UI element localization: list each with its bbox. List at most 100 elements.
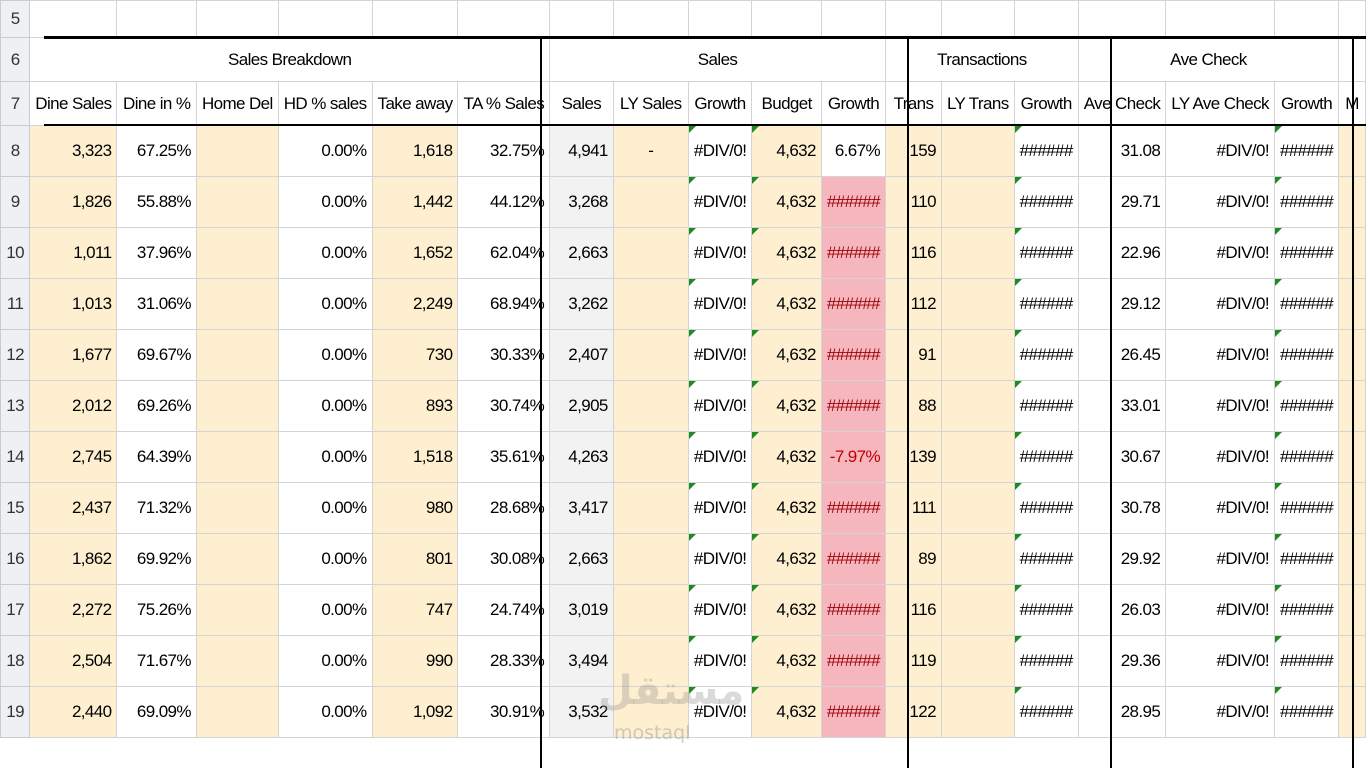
cell-growth[interactable]: #DIV/0! — [687, 686, 753, 738]
cell-dine-pct[interactable]: 64.39% — [116, 431, 197, 483]
cell-ave-check[interactable]: 31.08 — [1077, 125, 1167, 177]
cell[interactable] — [195, 0, 279, 38]
cell-ta-pct[interactable]: 30.08% — [457, 533, 551, 585]
cell[interactable] — [1165, 0, 1275, 38]
cell-ave-check[interactable]: 30.67 — [1077, 431, 1167, 483]
cell-ly-sales[interactable] — [612, 329, 689, 381]
cell-ly-sales[interactable] — [612, 686, 689, 738]
cell-ta-pct[interactable]: 44.12% — [457, 176, 551, 228]
cell-trans-growth[interactable]: ###### — [1013, 533, 1079, 585]
cell-trans-growth[interactable]: ###### — [1013, 431, 1079, 483]
cell-ly-sales[interactable] — [612, 380, 689, 432]
cell-dine-pct[interactable]: 31.06% — [116, 278, 197, 330]
column-header[interactable]: Sales — [549, 81, 614, 126]
cell-dine-pct[interactable]: 67.25% — [116, 125, 197, 177]
cell[interactable] — [612, 0, 689, 38]
cell[interactable] — [885, 0, 942, 38]
cell-trans[interactable]: 139 — [885, 431, 942, 483]
cell[interactable] — [751, 0, 822, 38]
cell-take-away[interactable]: 990 — [371, 635, 459, 687]
cell[interactable] — [1077, 0, 1167, 38]
cell[interactable] — [277, 0, 373, 38]
cell-trans[interactable]: 91 — [885, 329, 942, 381]
cell-ly-trans[interactable] — [940, 227, 1015, 279]
cell-take-away[interactable]: 747 — [371, 584, 459, 636]
row-header[interactable]: 11 — [0, 278, 31, 330]
cell-check-growth[interactable]: ###### — [1273, 329, 1340, 381]
cell-ly-trans[interactable] — [940, 431, 1015, 483]
cell-ly-trans[interactable] — [940, 278, 1015, 330]
cell-home-del[interactable] — [195, 584, 279, 636]
cell-trans-growth[interactable]: ###### — [1013, 176, 1079, 228]
cell-growth[interactable]: #DIV/0! — [687, 380, 753, 432]
cell-take-away[interactable]: 1,518 — [371, 431, 459, 483]
cell[interactable] — [549, 0, 614, 38]
cell-take-away[interactable]: 1,442 — [371, 176, 459, 228]
cell-check-growth[interactable]: ###### — [1273, 635, 1340, 687]
cell-hd-pct[interactable]: 0.00% — [277, 125, 373, 177]
cell-hd-pct[interactable]: 0.00% — [277, 278, 373, 330]
cell-sales[interactable]: 2,663 — [549, 533, 614, 585]
cell-take-away[interactable]: 1,652 — [371, 227, 459, 279]
cell-ly-trans[interactable] — [940, 635, 1015, 687]
cell-home-del[interactable] — [195, 533, 279, 585]
cell-trans[interactable]: 159 — [885, 125, 942, 177]
cell-ly-ave-check[interactable]: #DIV/0! — [1165, 125, 1275, 177]
cell-dine-sales[interactable]: 2,272 — [29, 584, 118, 636]
cell-ly-sales[interactable]: - — [612, 125, 689, 177]
cell-sales[interactable]: 3,494 — [549, 635, 614, 687]
cell-budget[interactable]: 4,632 — [751, 533, 822, 585]
cell-sales[interactable]: 2,407 — [549, 329, 614, 381]
group-sales-breakdown[interactable]: Sales Breakdown — [29, 37, 551, 82]
cell[interactable] — [1338, 0, 1366, 38]
cell-hd-pct[interactable]: 0.00% — [277, 635, 373, 687]
cell-trans[interactable]: 116 — [885, 584, 942, 636]
cell-home-del[interactable] — [195, 125, 279, 177]
cell-budget-growth[interactable]: ###### — [820, 278, 887, 330]
column-header[interactable]: LY Trans — [940, 81, 1015, 126]
row-header[interactable]: 14 — [0, 431, 31, 483]
cell-ave-check[interactable]: 33.01 — [1077, 380, 1167, 432]
cell-dine-sales[interactable]: 1,013 — [29, 278, 118, 330]
cell-dine-sales[interactable]: 2,745 — [29, 431, 118, 483]
column-header[interactable]: Growth — [1273, 81, 1340, 126]
cell-ave-check[interactable]: 26.03 — [1077, 584, 1167, 636]
cell-ly-sales[interactable] — [612, 176, 689, 228]
cell-ly-sales[interactable] — [612, 635, 689, 687]
cell-growth[interactable]: #DIV/0! — [687, 482, 753, 534]
cell-trans[interactable]: 116 — [885, 227, 942, 279]
cell-sales[interactable]: 3,268 — [549, 176, 614, 228]
cell-dine-sales[interactable]: 3,323 — [29, 125, 118, 177]
cell[interactable] — [116, 0, 197, 38]
cell-dine-sales[interactable]: 1,862 — [29, 533, 118, 585]
cell-hd-pct[interactable]: 0.00% — [277, 431, 373, 483]
cell-take-away[interactable]: 2,249 — [371, 278, 459, 330]
cell-ly-trans[interactable] — [940, 584, 1015, 636]
cell-budget[interactable]: 4,632 — [751, 227, 822, 279]
cell-budget-growth[interactable]: ###### — [820, 227, 887, 279]
cell-budget[interactable]: 4,632 — [751, 635, 822, 687]
cell-budget-growth[interactable]: ###### — [820, 584, 887, 636]
cell-home-del[interactable] — [195, 278, 279, 330]
cell-dine-sales[interactable]: 2,437 — [29, 482, 118, 534]
cell-budget-growth[interactable]: ###### — [820, 329, 887, 381]
cell-trans[interactable]: 88 — [885, 380, 942, 432]
cell-ly-ave-check[interactable]: #DIV/0! — [1165, 584, 1275, 636]
row-header[interactable]: 12 — [0, 329, 31, 381]
cell[interactable] — [820, 0, 887, 38]
cell-trans-growth[interactable]: ###### — [1013, 125, 1079, 177]
column-header[interactable]: Dine in % — [116, 81, 197, 126]
cell-dine-pct[interactable]: 69.92% — [116, 533, 197, 585]
column-header[interactable]: Trans — [885, 81, 942, 126]
cell-trans-growth[interactable]: ###### — [1013, 584, 1079, 636]
cell-dine-sales[interactable]: 2,440 — [29, 686, 118, 738]
cell-trans-growth[interactable]: ###### — [1013, 686, 1079, 738]
cell-take-away[interactable]: 1,618 — [371, 125, 459, 177]
cell-ly-sales[interactable] — [612, 431, 689, 483]
cell-hd-pct[interactable]: 0.00% — [277, 533, 373, 585]
cell-sales[interactable]: 3,417 — [549, 482, 614, 534]
cell-dine-sales[interactable]: 1,826 — [29, 176, 118, 228]
cell-growth[interactable]: #DIV/0! — [687, 431, 753, 483]
cell-ly-ave-check[interactable]: #DIV/0! — [1165, 380, 1275, 432]
